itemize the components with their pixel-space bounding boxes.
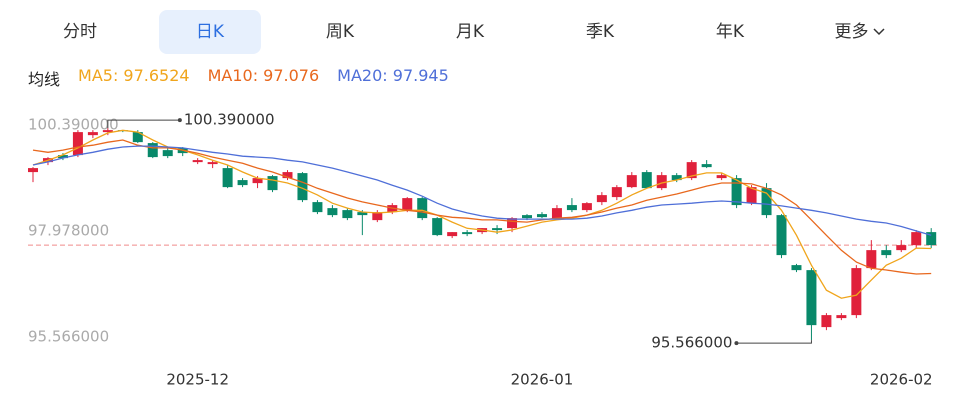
candle-body bbox=[626, 175, 637, 188]
candle-body bbox=[417, 198, 428, 219]
candle-body bbox=[462, 232, 473, 235]
candle-body bbox=[866, 250, 877, 269]
annotation-dot bbox=[734, 341, 739, 346]
legend-entry: MA10: 97.076 bbox=[207, 66, 320, 85]
candle-body bbox=[746, 187, 757, 204]
candle-body bbox=[641, 172, 652, 189]
annotation-label: 100.390000 bbox=[184, 111, 275, 129]
candle-body bbox=[731, 178, 742, 206]
annotation-line bbox=[107, 119, 180, 129]
ma-line bbox=[32, 145, 932, 236]
candle-body bbox=[911, 232, 922, 246]
candle-body bbox=[791, 265, 802, 271]
candle-body bbox=[297, 173, 308, 201]
candle-body bbox=[611, 187, 622, 198]
candle-body bbox=[656, 175, 667, 189]
candle-body bbox=[522, 215, 533, 219]
tab[interactable]: 周K bbox=[325, 22, 355, 42]
ma-line bbox=[32, 139, 932, 275]
candle-body bbox=[372, 212, 383, 221]
y-tick-label: 95.566000 bbox=[28, 328, 109, 346]
candle-body bbox=[596, 195, 607, 203]
y-tick-label: 97.978000 bbox=[28, 222, 109, 240]
candle-body bbox=[162, 150, 173, 157]
annotation-dot bbox=[177, 118, 182, 123]
candle-body bbox=[701, 164, 712, 168]
candle-body bbox=[57, 155, 68, 159]
candle-body bbox=[551, 208, 562, 219]
candle-body bbox=[102, 130, 113, 133]
candle-body bbox=[72, 132, 83, 156]
x-tick-label: 2026-01 bbox=[511, 371, 574, 389]
candle-body bbox=[686, 162, 697, 179]
annotation-line bbox=[736, 340, 812, 344]
tab[interactable]: 月K bbox=[455, 22, 485, 42]
candle-body bbox=[192, 160, 203, 163]
candle-body bbox=[222, 168, 233, 188]
candle-body bbox=[507, 218, 518, 229]
tab[interactable]: 年K bbox=[715, 22, 745, 42]
tab-bar: 分时 日K 周K 月K 季K 年K 更多 bbox=[15, 10, 925, 54]
candle-body bbox=[252, 178, 263, 184]
candle-body bbox=[566, 205, 577, 211]
y-tick-label: 100.390000 bbox=[28, 116, 119, 134]
candle-body bbox=[926, 232, 937, 246]
legend-entry: MA5: 97.6524 bbox=[78, 66, 190, 85]
candle-body bbox=[776, 215, 787, 256]
candle-body bbox=[851, 268, 862, 316]
candle-body bbox=[536, 214, 547, 218]
candle-body bbox=[327, 208, 338, 216]
tab[interactable]: 季K bbox=[585, 22, 615, 42]
candle-body bbox=[716, 175, 727, 179]
candle-body bbox=[28, 168, 38, 173]
candle-body bbox=[432, 218, 443, 236]
candle-body bbox=[402, 198, 413, 211]
candle-body bbox=[267, 176, 278, 191]
candle-body bbox=[132, 132, 143, 143]
candle-body bbox=[806, 270, 817, 326]
candle-body bbox=[147, 143, 158, 158]
x-tick-label: 2025-12 bbox=[166, 371, 229, 389]
candle-body bbox=[87, 132, 98, 136]
candle-body bbox=[881, 250, 892, 256]
chevron-icon bbox=[872, 28, 885, 36]
tab[interactable]: 分时 bbox=[63, 22, 97, 42]
chevron bbox=[872, 28, 885, 36]
candle-body bbox=[357, 212, 368, 216]
tab[interactable]: 日K bbox=[159, 10, 261, 54]
tab[interactable]: 更多 bbox=[795, 10, 925, 54]
legend-entry: MA20: 97.945 bbox=[337, 66, 449, 85]
candle-body bbox=[342, 210, 353, 219]
candle-body bbox=[207, 162, 218, 165]
x-tick-label: 2026-02 bbox=[870, 371, 933, 389]
candle-body bbox=[282, 172, 293, 179]
candle-body bbox=[237, 180, 248, 186]
candle-body bbox=[581, 203, 592, 211]
candle-body bbox=[896, 245, 907, 251]
indicator-label: 均线 bbox=[28, 70, 61, 89]
legend: 均线 MA5: 97.6524 MA10: 97.076 MA20: 97.945 bbox=[28, 66, 449, 90]
candle-body bbox=[312, 202, 323, 213]
candle-body bbox=[447, 232, 458, 237]
candle-body bbox=[492, 228, 503, 231]
candle-body bbox=[761, 188, 772, 216]
candle-body bbox=[671, 175, 682, 181]
candle-body bbox=[821, 315, 832, 328]
annotation-label: 95.566000 bbox=[651, 334, 732, 352]
candle-body bbox=[836, 315, 847, 319]
